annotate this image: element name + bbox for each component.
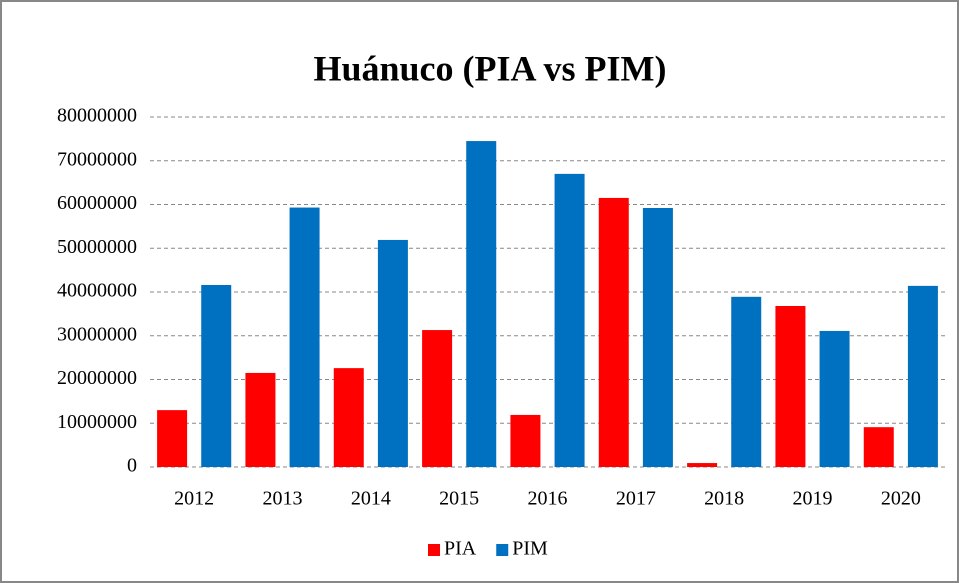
bar	[157, 410, 188, 467]
y-tick-label: 80000000	[57, 105, 137, 127]
x-tick-label: 2017	[616, 488, 656, 510]
y-tick-label: 30000000	[57, 323, 137, 345]
bar	[907, 285, 938, 467]
y-tick-label: 60000000	[57, 192, 137, 214]
legend-label: PIM	[512, 538, 548, 560]
bar	[731, 296, 762, 467]
y-tick-label: 20000000	[57, 367, 137, 389]
bar	[201, 285, 232, 467]
bar	[554, 173, 585, 467]
bar	[687, 463, 718, 467]
x-tick-label: 2015	[439, 488, 479, 510]
y-tick-label: 50000000	[57, 236, 137, 258]
bar	[510, 414, 541, 467]
x-tick-label: 2016	[528, 488, 568, 510]
bar	[466, 141, 497, 467]
bar	[642, 208, 673, 467]
x-tick-label: 2012	[174, 488, 214, 510]
bar	[377, 239, 408, 467]
legend-label: PIA	[444, 538, 477, 560]
bar	[289, 207, 320, 467]
x-tick-label: 2020	[881, 488, 921, 510]
bar	[422, 330, 453, 467]
bar	[863, 427, 894, 467]
x-tick-label: 2018	[704, 488, 744, 510]
bar	[775, 306, 806, 467]
legend-swatch	[428, 544, 440, 556]
bar	[819, 330, 850, 467]
bar	[245, 372, 276, 467]
legend-swatch	[496, 544, 509, 556]
y-tick-label: 70000000	[57, 148, 137, 170]
x-tick-label: 2014	[351, 488, 391, 510]
chart-title: Huánuco (PIA vs PIM)	[313, 48, 666, 88]
bar	[333, 368, 364, 467]
y-tick-label: 40000000	[57, 280, 137, 302]
y-tick-label: 10000000	[57, 411, 137, 433]
x-tick-label: 2019	[793, 488, 833, 510]
x-tick-label: 2013	[263, 488, 303, 510]
y-tick-label: 0	[127, 455, 137, 477]
bar	[598, 197, 629, 467]
